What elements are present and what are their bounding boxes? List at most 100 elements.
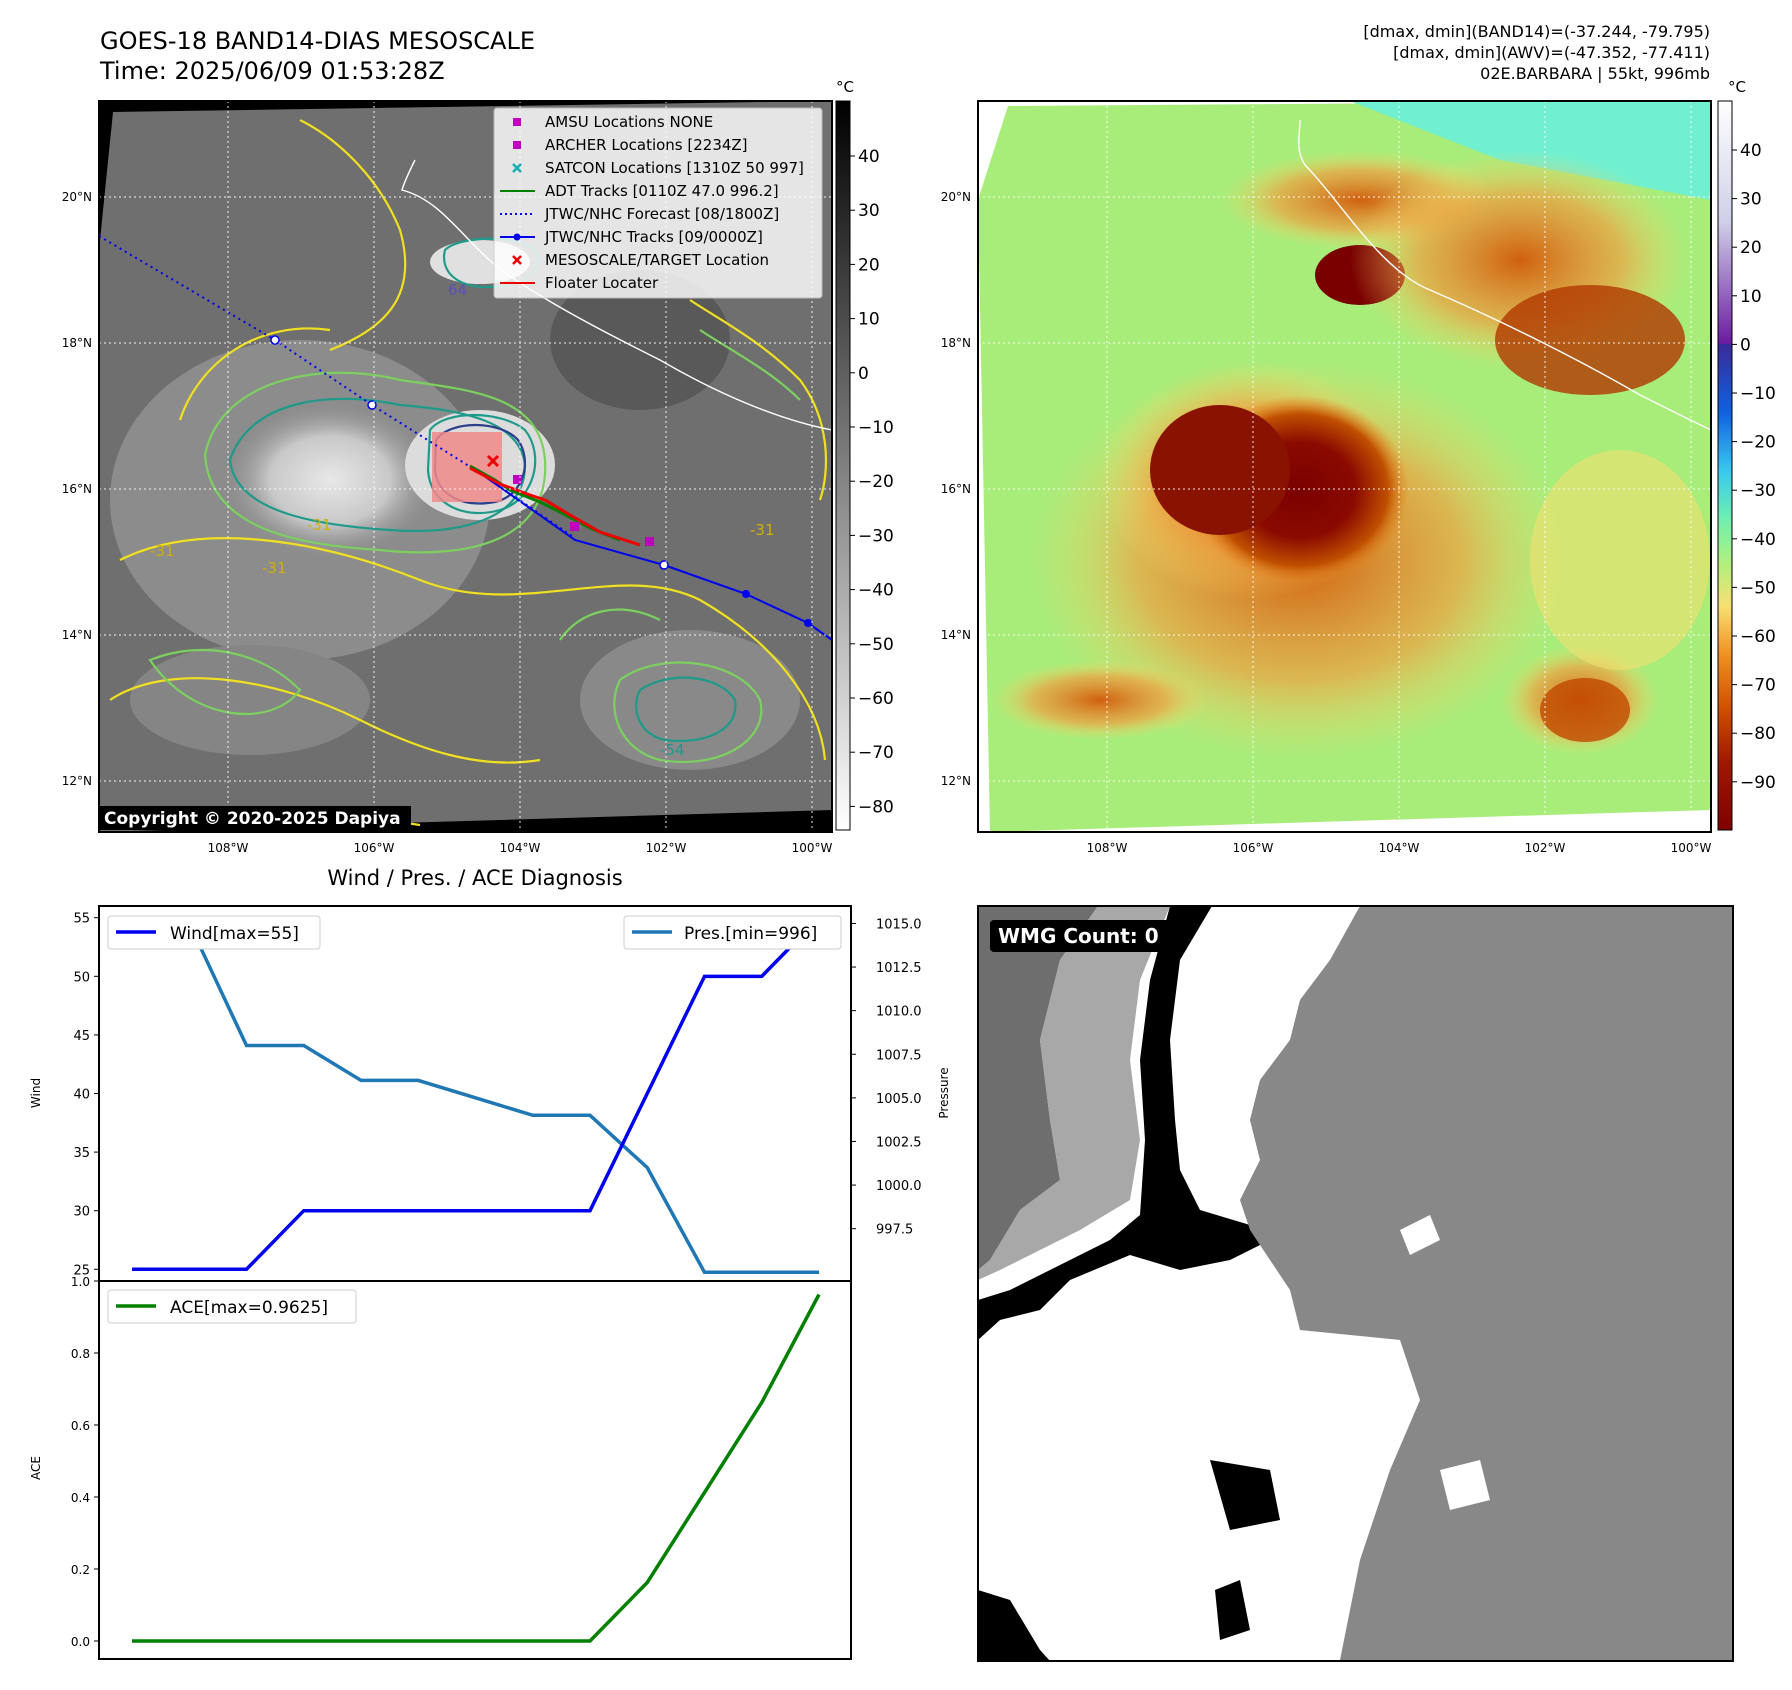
color-colorbar-tick: 40 bbox=[1740, 141, 1762, 161]
pressure-axis-tick: 1002.5 bbox=[876, 1135, 922, 1150]
legend-label: JTWC/NHC Tracks [09/0000Z] bbox=[544, 228, 763, 246]
wind-axis-tick: 45 bbox=[73, 1029, 90, 1044]
ir-color-map bbox=[977, 100, 1712, 833]
svg-text:-31: -31 bbox=[750, 521, 775, 539]
wind-axis-tick: 30 bbox=[73, 1205, 90, 1220]
left-map-axes: 108°W 106°W 104°W 102°W 100°W 20°N 18°N … bbox=[62, 190, 833, 855]
stats-awv: [dmax, dmin](AWV)=(-47.352, -77.411) bbox=[1393, 43, 1710, 62]
svg-text:°C: °C bbox=[836, 78, 854, 96]
gray-colorbar-tick: 10 bbox=[858, 310, 880, 330]
pressure-axis-tick: 1010.0 bbox=[876, 1005, 922, 1020]
right-map-axes: 108°W 106°W 104°W 102°W 100°W 20°N 18°N … bbox=[941, 190, 1712, 855]
svg-text:°C: °C bbox=[1728, 78, 1746, 96]
color-colorbar-tick: −60 bbox=[1740, 627, 1776, 647]
svg-text:20°N: 20°N bbox=[62, 190, 92, 204]
color-colorbar-tick: −40 bbox=[1740, 530, 1776, 550]
gray-colorbar-tick: −10 bbox=[858, 418, 894, 438]
svg-text:18°N: 18°N bbox=[941, 336, 971, 350]
legend-label: Floater Locater bbox=[545, 274, 659, 292]
wind-axis-tick: 55 bbox=[73, 912, 90, 927]
legend-label: JTWC/NHC Forecast [08/1800Z] bbox=[544, 205, 779, 223]
gray-colorbar-tick: 0 bbox=[858, 364, 869, 384]
color-colorbar-tick: 20 bbox=[1740, 238, 1762, 258]
gray-colorbar-tick: −60 bbox=[858, 689, 894, 709]
color-colorbar: °C 40 30 20 10 0 −10 −20 −30 −40 −50 −60 −70 −80 −90 bbox=[1717, 78, 1776, 831]
svg-text:16°N: 16°N bbox=[62, 482, 92, 496]
gray-colorbar-tick: −30 bbox=[858, 526, 894, 546]
svg-text:108°W: 108°W bbox=[208, 841, 249, 855]
legend-entry: JTWC/NHC Forecast [08/1800Z] bbox=[500, 205, 779, 223]
diagnosis-title: Wind / Pres. / ACE Diagnosis bbox=[327, 866, 622, 890]
svg-text:16°N: 16°N bbox=[941, 482, 971, 496]
pressure-axis-tick: 1000.0 bbox=[876, 1179, 922, 1194]
legend-entry: ADT Tracks [0110Z 47.0 996.2] bbox=[500, 182, 779, 200]
legend-entry: AMSU Locations NONE bbox=[513, 113, 713, 131]
stats-band14: [dmax, dmin](BAND14)=(-37.244, -79.795) bbox=[1363, 22, 1710, 41]
wind-axis-tick: 35 bbox=[73, 1146, 90, 1161]
svg-text:Wind[max=55]: Wind[max=55] bbox=[170, 924, 299, 944]
gray-colorbar-tick: −40 bbox=[858, 581, 894, 601]
wind-pressure-chart: 25 30 35 40 45 50 55 997.5 1000.0 1002.5 1005.0 100… bbox=[29, 905, 951, 1282]
svg-text:104°W: 104°W bbox=[1379, 841, 1420, 855]
color-colorbar-tick: 30 bbox=[1740, 190, 1762, 210]
wind-axis-label: Wind bbox=[29, 1078, 43, 1108]
figure-time: Time: 2025/06/09 01:53:28Z bbox=[100, 57, 445, 85]
legend-entry: MESOSCALE/TARGET Location bbox=[512, 251, 769, 269]
wmg-count: WMG Count: 0 bbox=[998, 924, 1159, 948]
svg-text:18°N: 18°N bbox=[62, 336, 92, 350]
svg-text:Pres.[min=996]: Pres.[min=996] bbox=[684, 924, 817, 944]
copyright-text: Copyright © 2020-2025 Dapiya bbox=[104, 809, 401, 829]
gray-colorbar-tick: 30 bbox=[858, 201, 880, 221]
gray-colorbar-tick: −70 bbox=[858, 743, 894, 763]
floater-box bbox=[432, 432, 502, 502]
color-colorbar-tick: −90 bbox=[1740, 773, 1776, 793]
contour-labels: 64 -31 -31 -31 -54 -31 bbox=[150, 281, 775, 759]
svg-text:106°W: 106°W bbox=[1233, 841, 1274, 855]
legend-label: SATCON Locations [1310Z 50 997] bbox=[545, 159, 804, 177]
legend-entry: ARCHER Locations [2234Z] bbox=[513, 136, 748, 154]
color-colorbar-tick: −10 bbox=[1740, 384, 1776, 404]
gray-colorbar-tick: −20 bbox=[858, 472, 894, 492]
ace-chart: 0.0 0.2 0.4 0.6 0.8 1.0 ACE ACE[max=0.9625] bbox=[29, 1275, 852, 1660]
svg-text:108°W: 108°W bbox=[1087, 841, 1128, 855]
storm-info: 02E.BARBARA | 55kt, 996mb bbox=[1480, 64, 1710, 83]
gray-colorbar-tick: 20 bbox=[858, 255, 880, 275]
ace-axis-tick: 0.4 bbox=[71, 1491, 90, 1505]
wind-axis-tick: 40 bbox=[73, 1088, 90, 1103]
legend-label: AMSU Locations NONE bbox=[545, 113, 713, 131]
svg-text:ACE[max=0.9625]: ACE[max=0.9625] bbox=[170, 1298, 328, 1318]
svg-text:14°N: 14°N bbox=[62, 628, 92, 642]
target-marker bbox=[486, 454, 500, 468]
svg-text:-31: -31 bbox=[150, 542, 175, 560]
gray-colorbar-tick: 40 bbox=[858, 147, 880, 167]
gray-colorbar: °C 40 30 20 10 0 −10 −20 −30 −40 −50 −60 −70 −80 bbox=[835, 78, 894, 831]
svg-text:20°N: 20°N bbox=[941, 190, 971, 204]
wind-legend: Wind[max=55] bbox=[107, 915, 321, 950]
wind-axis-tick: 50 bbox=[73, 970, 90, 985]
gray-colorbar-tick: −50 bbox=[858, 635, 894, 655]
ace-axis-tick: 0.6 bbox=[71, 1419, 90, 1433]
pressure-legend: Pres.[min=996] bbox=[623, 915, 842, 950]
color-colorbar-tick: −70 bbox=[1740, 676, 1776, 696]
best-track bbox=[479, 472, 833, 641]
pressure-axis-label: Pressure bbox=[937, 1067, 951, 1118]
pressure-axis-tick: 1015.0 bbox=[876, 917, 922, 932]
svg-text:12°N: 12°N bbox=[62, 774, 92, 788]
wind-axis-tick: 25 bbox=[73, 1263, 90, 1278]
color-colorbar-tick: −80 bbox=[1740, 724, 1776, 744]
pressure-axis-tick: 1012.5 bbox=[876, 961, 922, 976]
map-legend: AMSU Locations NONE ARCHER Locations [223… bbox=[493, 107, 823, 299]
floater-track bbox=[469, 466, 641, 547]
pressure-line bbox=[132, 921, 819, 1275]
color-colorbar-tick: 0 bbox=[1740, 335, 1751, 355]
legend-entry: JTWC/NHC Tracks [09/0000Z] bbox=[500, 228, 763, 246]
svg-text:102°W: 102°W bbox=[646, 841, 687, 855]
pressure-axis-tick: 997.5 bbox=[876, 1223, 913, 1238]
color-colorbar-tick: −50 bbox=[1740, 578, 1776, 598]
legend-label: ARCHER Locations [2234Z] bbox=[545, 136, 748, 154]
legend-label: MESOSCALE/TARGET Location bbox=[545, 251, 769, 269]
wmg-panel: WMG Count: 0 bbox=[977, 905, 1734, 1662]
ace-axis-tick: 0.2 bbox=[71, 1563, 90, 1577]
